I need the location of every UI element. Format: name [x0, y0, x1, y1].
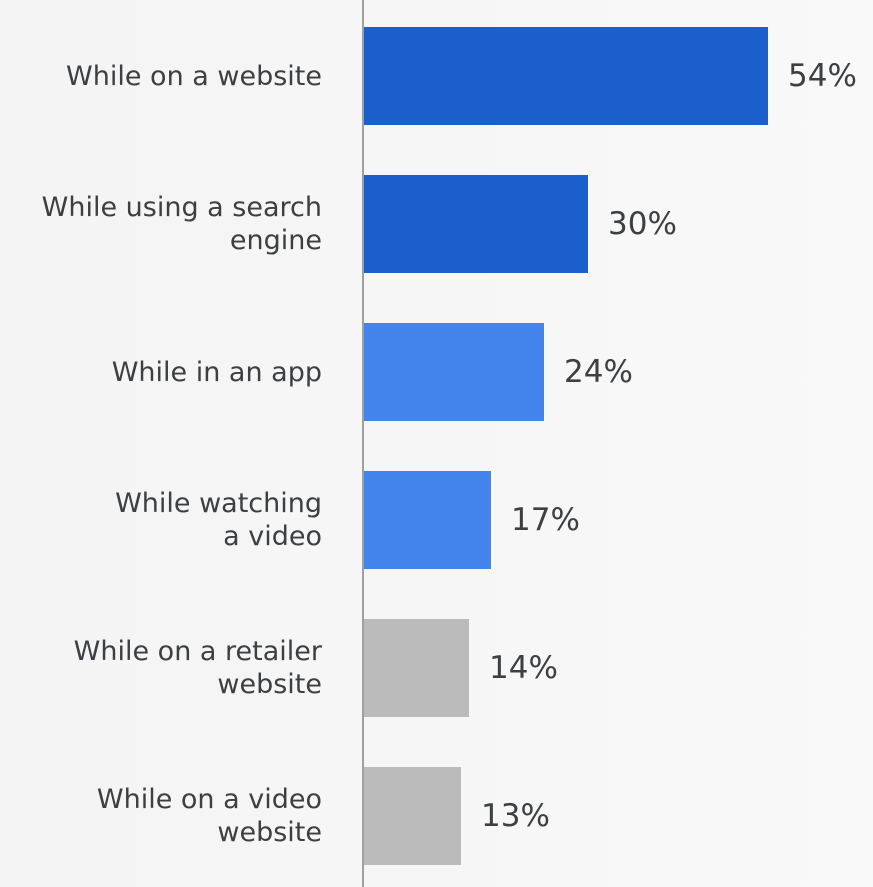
bar-6	[364, 767, 461, 865]
bar-3	[364, 323, 544, 421]
bar-5	[364, 619, 469, 717]
value-label: 17%	[511, 502, 580, 538]
category-label: While on a retailer website	[73, 636, 322, 700]
bar-4	[364, 471, 491, 569]
value-label: 13%	[481, 798, 550, 834]
category-label: While watching a video	[115, 488, 322, 552]
value-label: 24%	[564, 354, 633, 390]
category-label: While on a video website	[96, 784, 322, 848]
value-label: 54%	[788, 58, 857, 94]
bar-1	[364, 27, 768, 125]
category-label: While in an app	[111, 357, 322, 388]
category-label: While using a search engine	[41, 192, 322, 256]
category-label: While on a website	[66, 61, 322, 92]
bar-2	[364, 175, 588, 273]
value-label: 30%	[608, 206, 677, 242]
value-label: 14%	[489, 650, 558, 686]
